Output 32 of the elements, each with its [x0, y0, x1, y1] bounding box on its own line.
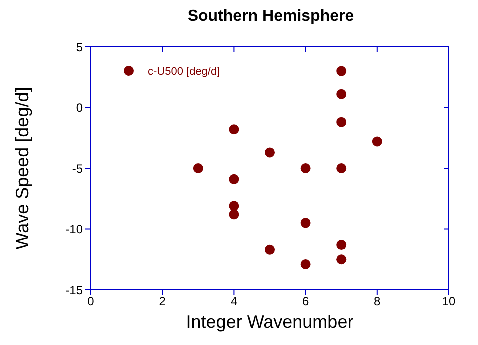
x-tick-label: 2: [159, 294, 166, 309]
x-tick-label: 8: [374, 294, 382, 309]
point: [229, 210, 240, 220]
point: [300, 218, 311, 228]
point: [336, 240, 347, 250]
y-tick-label: -5: [72, 162, 84, 176]
point: [229, 201, 240, 212]
point: [193, 164, 204, 174]
y-tick-label: -15: [66, 283, 84, 298]
x-tick-label: 4: [230, 294, 238, 309]
y-tick-label: 5: [76, 40, 84, 54]
point: [300, 164, 311, 174]
chart-title: Southern Hemisphere: [186, 8, 356, 27]
point: [372, 136, 382, 147]
legend-label: c-U500 [deg/d]: [148, 66, 220, 78]
point: [336, 89, 347, 100]
point: [336, 117, 347, 128]
point: [336, 164, 347, 174]
point: [336, 66, 347, 76]
point: [229, 124, 240, 135]
y-tick-label: 0: [76, 101, 84, 116]
x-tick-label: 10: [442, 294, 456, 309]
x-axis-title: Integer Wavenumber: [186, 312, 354, 332]
y-tick-label: -10: [66, 222, 84, 237]
y-axis-title: Wave Speed [deg/d]: [12, 87, 32, 250]
x-tick-label: 0: [88, 294, 95, 309]
point: [265, 244, 275, 255]
point: [336, 254, 347, 265]
point: [229, 174, 240, 184]
x-tick-label: 6: [302, 294, 310, 309]
point: [265, 148, 275, 158]
point: [300, 259, 311, 270]
